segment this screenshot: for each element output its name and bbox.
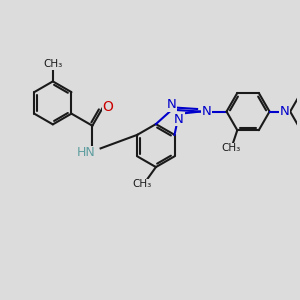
Text: N: N bbox=[201, 105, 211, 118]
Text: N: N bbox=[280, 105, 290, 118]
Text: N: N bbox=[174, 112, 184, 126]
Text: HN: HN bbox=[76, 146, 95, 159]
Text: CH₃: CH₃ bbox=[132, 179, 152, 189]
Text: N: N bbox=[167, 98, 177, 111]
Text: CH₃: CH₃ bbox=[43, 59, 62, 69]
Text: CH₃: CH₃ bbox=[221, 143, 240, 153]
Text: O: O bbox=[102, 100, 113, 114]
